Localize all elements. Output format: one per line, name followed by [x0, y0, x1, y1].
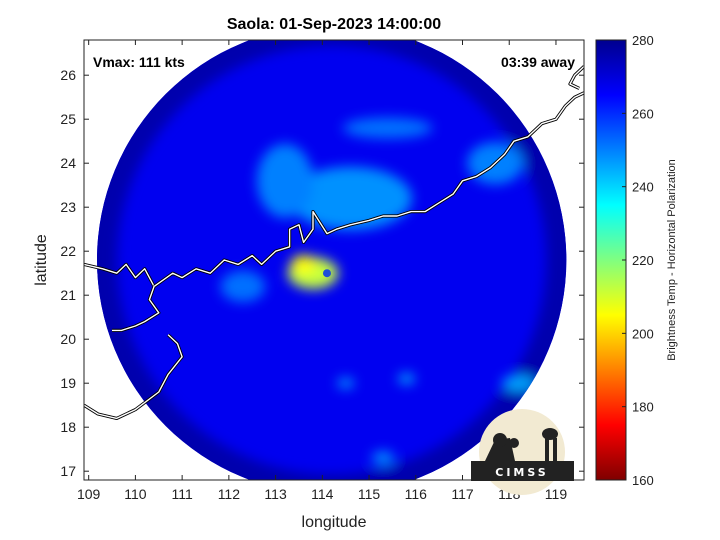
coastline-2: [569, 65, 584, 90]
coastline-3: [84, 334, 183, 420]
y-axis-ticks: 17 18 19 20 21 22 23 24 25 26: [60, 67, 584, 479]
colorbar-tick-label: 240: [632, 180, 654, 195]
colorbar-tick-label: 160: [632, 473, 654, 488]
colorbar-label: Brightness Temp - Horizontal Polarizatio…: [666, 159, 678, 361]
x-tick-label: 114: [311, 486, 334, 502]
x-tick-label: 113: [264, 486, 287, 502]
cimss-logo: CIMSS: [471, 409, 574, 495]
coastline-1: [153, 92, 584, 287]
y-axis-label: latitude: [33, 234, 50, 286]
colorbar-tick-label: 200: [632, 326, 654, 341]
x-tick-label: 112: [218, 486, 241, 502]
coastlines: [84, 65, 584, 420]
vmax-annotation: Vmax: 111 kts: [93, 54, 185, 70]
y-tick-label: 19: [60, 375, 76, 391]
convection-feature-6: [220, 270, 266, 303]
convection-feature-9: [337, 377, 355, 389]
convection-feature-2: [288, 166, 413, 231]
colorbar-tick-label: 180: [632, 400, 654, 415]
y-tick-label: 26: [60, 67, 76, 83]
colorbar: [595, 39, 627, 481]
x-tick-label: 109: [77, 486, 101, 502]
y-tick-label: 22: [60, 243, 76, 259]
x-tick-label: 115: [358, 486, 381, 502]
x-tick-label: 111: [171, 486, 192, 502]
x-tick-label: 116: [405, 486, 428, 502]
y-tick-label: 23: [60, 199, 76, 215]
convection-feature-3: [256, 143, 313, 218]
colorbar-tick-label: 260: [632, 106, 654, 121]
plot-frame: [83, 39, 585, 481]
y-tick-label: 20: [60, 331, 76, 347]
y-tick-label: 17: [60, 463, 76, 479]
convection-feature-8: [398, 373, 415, 385]
x-tick-label: 119: [545, 486, 568, 502]
y-tick-label: 18: [60, 419, 76, 435]
convection-feature-7: [501, 375, 536, 392]
convection-feature-5: [342, 117, 433, 139]
colorbar-ticks: 160 180 200 220 240 260 280: [622, 33, 654, 488]
colorbar-tick-label: 220: [632, 253, 654, 268]
y-tick-label: 25: [60, 111, 76, 127]
storm-eye: [322, 269, 331, 278]
microwave-swath: [97, 40, 567, 480]
convection-feature-1: [291, 255, 317, 274]
convection-feature-10: [371, 451, 395, 465]
x-axis-label: longitude: [302, 514, 367, 531]
y-tick-label: 21: [60, 287, 76, 303]
svg-text:CIMSS: CIMSS: [495, 466, 548, 479]
colorbar-tick-label: 280: [632, 33, 654, 48]
time-away-annotation: 03:39 away: [501, 54, 575, 70]
chart-title: Saola: 01-Sep-2023 14:00:00: [227, 16, 441, 33]
x-tick-label: 110: [124, 486, 147, 502]
x-tick-label: 117: [451, 486, 474, 502]
y-tick-label: 24: [60, 155, 76, 171]
